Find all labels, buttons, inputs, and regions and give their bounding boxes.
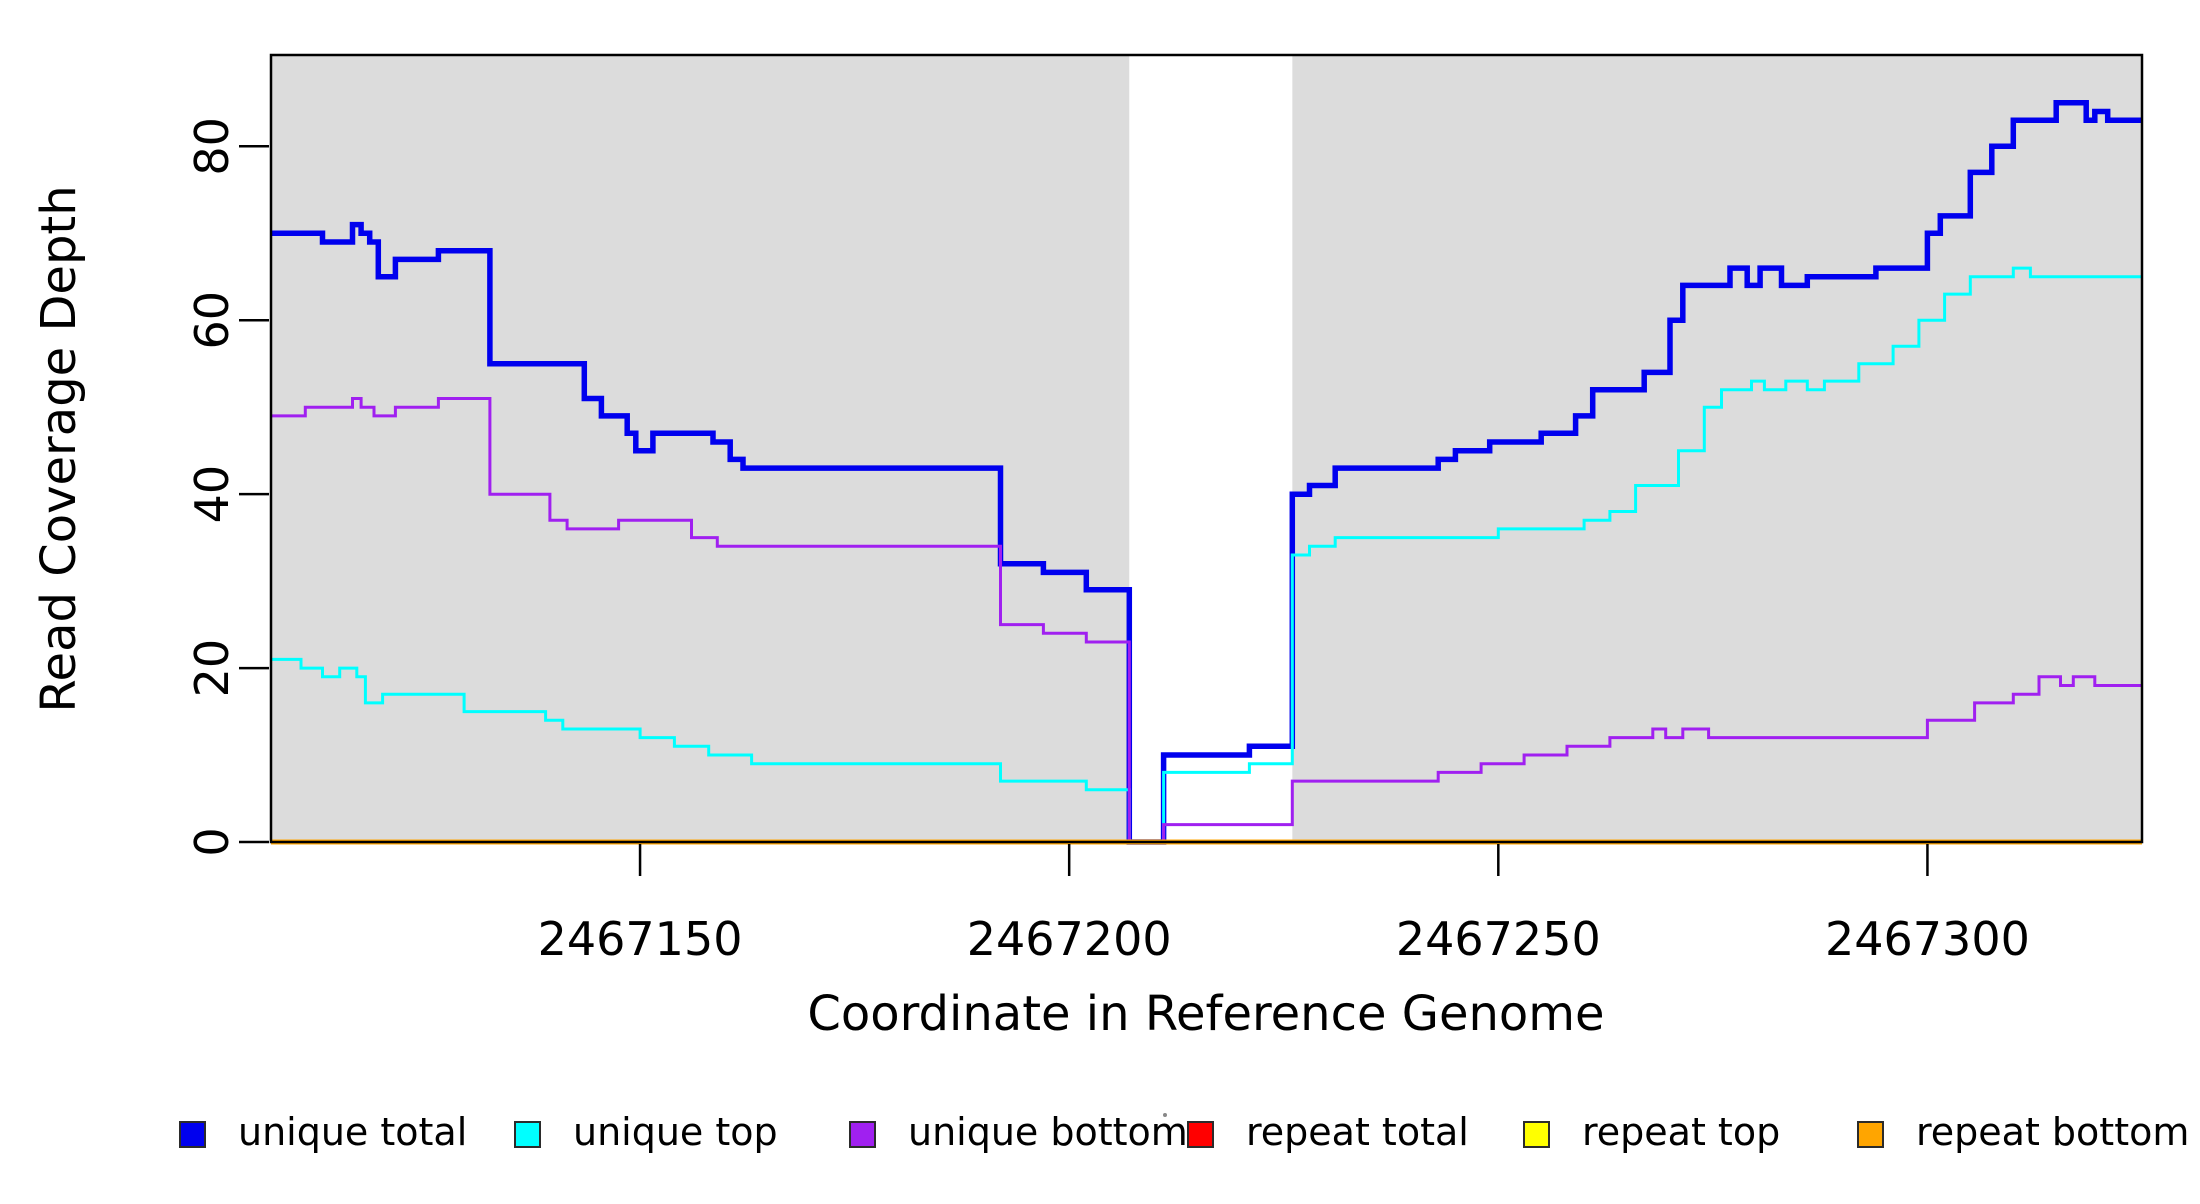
- legend-label: repeat total: [1246, 1110, 1469, 1154]
- legend-label: repeat bottom: [1916, 1110, 2189, 1154]
- y-axis: 0 20 40 60 80: [185, 117, 269, 857]
- legend-item-unique-total: unique total: [179, 1110, 467, 1154]
- y-tick-label: 20: [185, 639, 239, 698]
- series-line-unique-total: [271, 100, 2142, 845]
- legend-label: unique top: [573, 1110, 778, 1154]
- legend-swatch-repeat-top: [1523, 1121, 1550, 1148]
- plot-border: [269, 53, 2144, 844]
- legend-swatch-unique-top: [514, 1121, 541, 1148]
- x-tick-label: 2467150: [538, 912, 743, 966]
- x-axis: 2467150 2467200 2467250 2467300: [538, 844, 2030, 966]
- legend-swatch-repeat-total: [1187, 1121, 1214, 1148]
- legend-item-repeat-bottom: repeat bottom: [1857, 1110, 2189, 1154]
- x-tick-label: 2467300: [1825, 912, 2030, 966]
- legend-label: unique total: [238, 1110, 467, 1154]
- x-tick-label: 2467250: [1396, 912, 1601, 966]
- legend-swatch-repeat-bottom: [1857, 1121, 1884, 1148]
- y-tick-label: 40: [185, 465, 239, 524]
- stray-dot: [1163, 1113, 1167, 1117]
- y-tick-label: 60: [185, 291, 239, 350]
- legend-swatch-unique-bottom: [849, 1121, 876, 1148]
- legend-item-repeat-top: repeat top: [1523, 1110, 1780, 1154]
- highlight-band: [1129, 55, 1293, 842]
- legend-label: unique bottom: [908, 1110, 1188, 1154]
- y-tick-label: 80: [185, 117, 239, 176]
- legend-label: repeat top: [1582, 1110, 1780, 1154]
- x-axis-title: Coordinate in Reference Genome: [807, 986, 1604, 1042]
- legend-item-repeat-total: repeat total: [1187, 1110, 1469, 1154]
- plot-background-layer: [271, 55, 2142, 842]
- legend-item-unique-bottom: unique bottom: [849, 1110, 1188, 1154]
- y-tick-label: 0: [185, 827, 239, 856]
- x-tick-label: 2467200: [967, 912, 1172, 966]
- y-axis-title: Read Coverage Depth: [31, 185, 87, 712]
- series-line-unique-top: [271, 266, 2142, 844]
- legend-item-unique-top: unique top: [514, 1110, 778, 1154]
- legend: unique total unique top unique bottom repea…: [179, 1110, 2189, 1154]
- legend-swatch-unique-total: [179, 1121, 206, 1148]
- series-line-unique-bottom: [271, 397, 2142, 844]
